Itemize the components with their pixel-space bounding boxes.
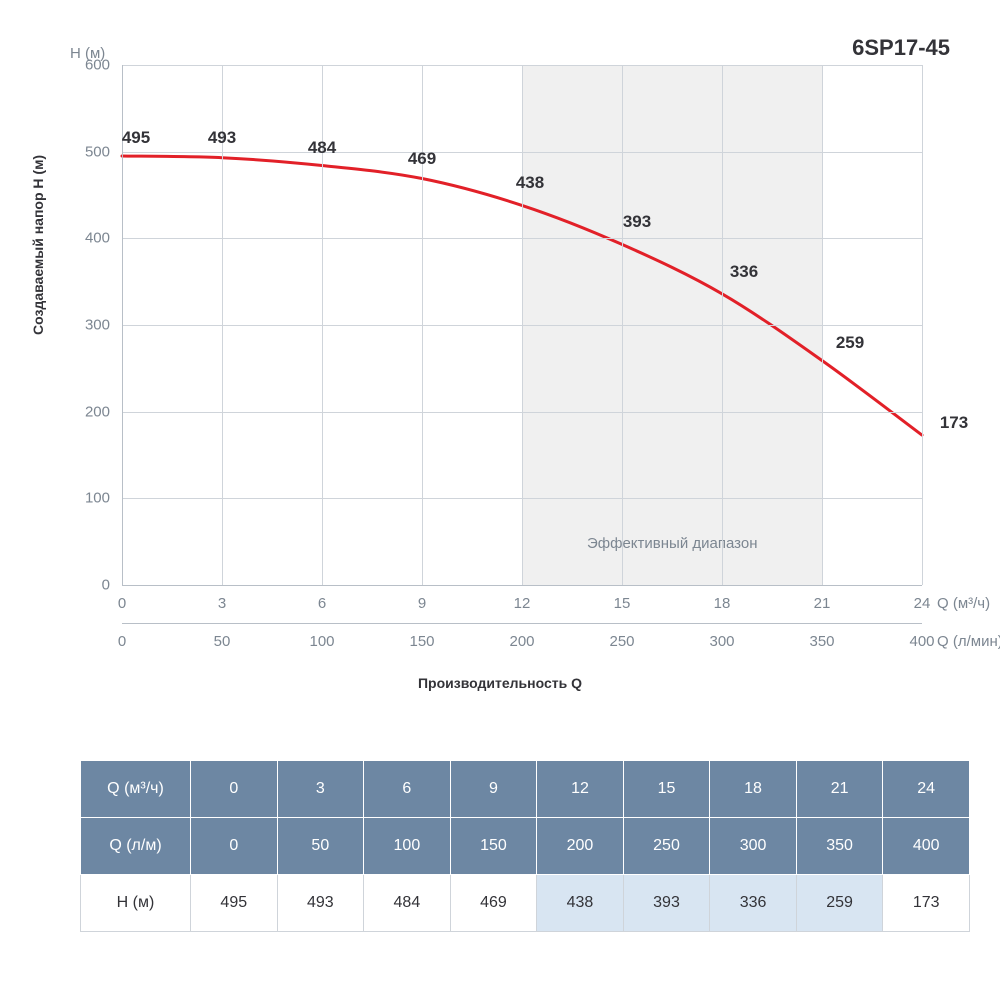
table-cell: 0 (191, 818, 278, 875)
y-tick-label: 100 (85, 490, 110, 507)
table-cell: 259 (796, 875, 883, 932)
table-cell: 495 (191, 875, 278, 932)
x-tick-primary-label: 12 (514, 595, 531, 612)
pump-curve-chart: Н (м) 6SP17-45 Создаваемый напор H (м) Э… (40, 35, 960, 705)
table-row-label: Н (м) (81, 875, 191, 932)
grid-line-vertical (922, 65, 923, 585)
table-cell: 0 (191, 761, 278, 818)
x-tick-primary-label: 9 (418, 595, 426, 612)
table-cell: 50 (277, 818, 364, 875)
data-point-label: 393 (623, 212, 651, 232)
table-row-label: Q (л/м) (81, 818, 191, 875)
data-point-label: 259 (836, 333, 864, 353)
grid-line-vertical (622, 65, 623, 585)
x-tick-primary-label: 3 (218, 595, 226, 612)
table-cell: 150 (450, 818, 537, 875)
data-point-label: 336 (730, 262, 758, 282)
table-cell: 350 (796, 818, 883, 875)
y-tick-label: 400 (85, 230, 110, 247)
x-tick-primary-label: 18 (714, 595, 731, 612)
table-cell: 21 (796, 761, 883, 818)
table-cell: 469 (450, 875, 537, 932)
table-cell: 100 (364, 818, 451, 875)
table-cell: 18 (710, 761, 797, 818)
data-point-label: 495 (122, 128, 150, 148)
x-tick-primary-label: 24 (914, 595, 931, 612)
table-cell: 200 (537, 818, 624, 875)
x-tick-primary-label: 21 (814, 595, 831, 612)
plot-area: Эффективный диапазон Q (м³/ч) Q (л/мин) … (122, 65, 922, 585)
x-axis-title: Производительность Q (418, 675, 582, 691)
x-tick-secondary-label: 200 (509, 633, 534, 650)
y-tick-label: 500 (85, 143, 110, 160)
y-axis-title: Создаваемый напор H (м) (30, 155, 46, 335)
table-cell: 493 (277, 875, 364, 932)
grid-line-vertical (422, 65, 423, 585)
table-cell: 12 (537, 761, 624, 818)
table-row-label: Q (м³/ч) (81, 761, 191, 818)
data-point-label: 173 (940, 413, 968, 433)
table-cell: 15 (623, 761, 710, 818)
grid-line-vertical (522, 65, 523, 585)
table-cell: 300 (710, 818, 797, 875)
x-tick-secondary-label: 300 (709, 633, 734, 650)
table-cell: 400 (883, 818, 970, 875)
x-tick-secondary-label: 100 (309, 633, 334, 650)
x-tick-secondary-label: 50 (214, 633, 231, 650)
grid-line-vertical (822, 65, 823, 585)
x-tick-secondary-label: 350 (809, 633, 834, 650)
table-cell: 250 (623, 818, 710, 875)
table-row: Q (м³/ч)03691215182124 (81, 761, 970, 818)
grid-line-vertical (722, 65, 723, 585)
effective-range-label: Эффективный диапазон (587, 535, 757, 552)
data-table: Q (м³/ч)03691215182124Q (л/м)05010015020… (80, 760, 970, 932)
table-cell: 393 (623, 875, 710, 932)
x-tick-secondary-label: 150 (409, 633, 434, 650)
y-tick-label: 300 (85, 317, 110, 334)
y-tick-label: 0 (102, 577, 110, 594)
table-cell: 438 (537, 875, 624, 932)
table-cell: 484 (364, 875, 451, 932)
x-tick-primary-label: 15 (614, 595, 631, 612)
x-tick-secondary-label: 400 (909, 633, 934, 650)
y-tick-label: 600 (85, 57, 110, 74)
x-axis-secondary-unit: Q (л/мин) (937, 633, 1000, 650)
table-row: Q (л/м)050100150200250300350400 (81, 818, 970, 875)
x-tick-secondary-label: 0 (118, 633, 126, 650)
data-point-label: 493 (208, 128, 236, 148)
model-title: 6SP17-45 (852, 35, 950, 61)
table-cell: 173 (883, 875, 970, 932)
x-tick-primary-label: 0 (118, 595, 126, 612)
data-point-label: 484 (308, 138, 336, 158)
table-cell: 6 (364, 761, 451, 818)
x-tick-secondary-label: 250 (609, 633, 634, 650)
x-tick-primary-label: 6 (318, 595, 326, 612)
table-row: Н (м)495493484469438393336259173 (81, 875, 970, 932)
data-point-label: 469 (408, 149, 436, 169)
table-cell: 24 (883, 761, 970, 818)
table-cell: 9 (450, 761, 537, 818)
table-cell: 336 (710, 875, 797, 932)
data-point-label: 438 (516, 173, 544, 193)
x-axis-secondary-line (122, 623, 922, 624)
x-axis-primary-unit: Q (м³/ч) (937, 595, 990, 612)
y-tick-label: 200 (85, 403, 110, 420)
table-cell: 3 (277, 761, 364, 818)
